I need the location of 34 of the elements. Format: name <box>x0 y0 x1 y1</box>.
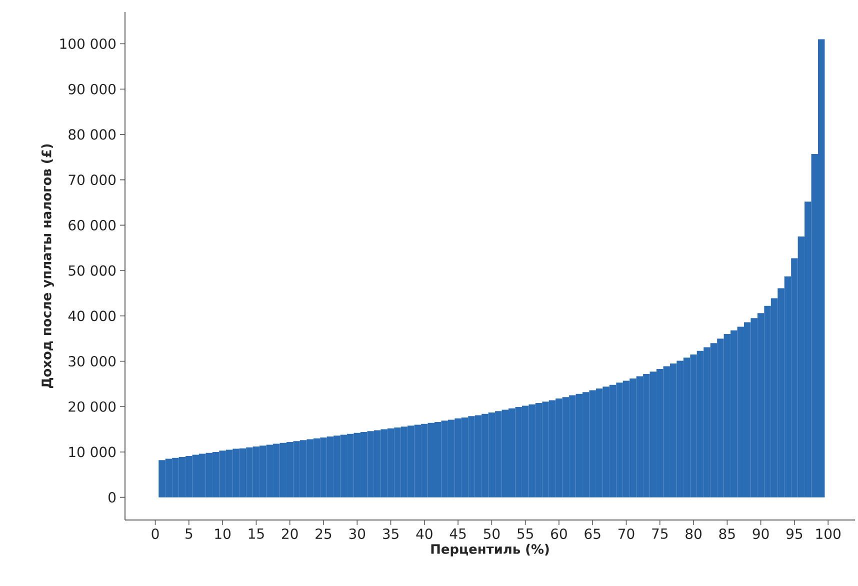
x-tick-label: 50 <box>484 528 500 540</box>
x-tick-label: 30 <box>349 528 366 540</box>
x-tick-label: 100 <box>816 528 840 540</box>
x-tick-label: 90 <box>752 528 769 540</box>
x-tick-label: 15 <box>248 528 264 539</box>
x-tick-label: 65 <box>584 528 600 540</box>
y-tick-label: 50 000 <box>68 265 116 276</box>
y-tick-label: 100 000 <box>60 38 116 50</box>
y-tick-label: 20 000 <box>68 401 116 412</box>
y-axis-title: Доход после уплаты налогов (£) <box>41 144 54 388</box>
x-tick-label: 25 <box>316 528 332 540</box>
y-tick-label: 80 000 <box>68 129 116 140</box>
x-tick-label: 75 <box>652 528 668 539</box>
y-tick-label: 40 000 <box>68 310 116 322</box>
x-tick-label: 70 <box>618 528 634 540</box>
x-tick-label: 0 <box>152 528 159 540</box>
x-tick-label: 60 <box>551 528 567 540</box>
x-tick-label: 45 <box>450 528 466 539</box>
y-tick-label: 10 000 <box>69 446 116 458</box>
x-tick-label: 55 <box>518 528 533 539</box>
x-tick-label: 10 <box>215 528 231 540</box>
x-tick-label: 5 <box>186 528 192 539</box>
y-tick-label: 90 000 <box>68 84 116 94</box>
x-tick-label: 35 <box>382 528 398 540</box>
x-tick-label: 20 <box>282 528 298 540</box>
y-tick-label: 0 <box>108 492 116 503</box>
y-tick-label: 60 000 <box>68 220 116 230</box>
y-tick-label: 70 000 <box>68 174 116 186</box>
x-tick-label: 40 <box>416 528 432 540</box>
x-tick-label: 80 <box>686 528 702 540</box>
y-tick-label: 30 000 <box>68 356 116 367</box>
x-axis-title: Перцентиль (%) <box>431 544 549 556</box>
x-tick-label: 85 <box>719 528 735 540</box>
x-tick-label: 95 <box>786 528 802 540</box>
